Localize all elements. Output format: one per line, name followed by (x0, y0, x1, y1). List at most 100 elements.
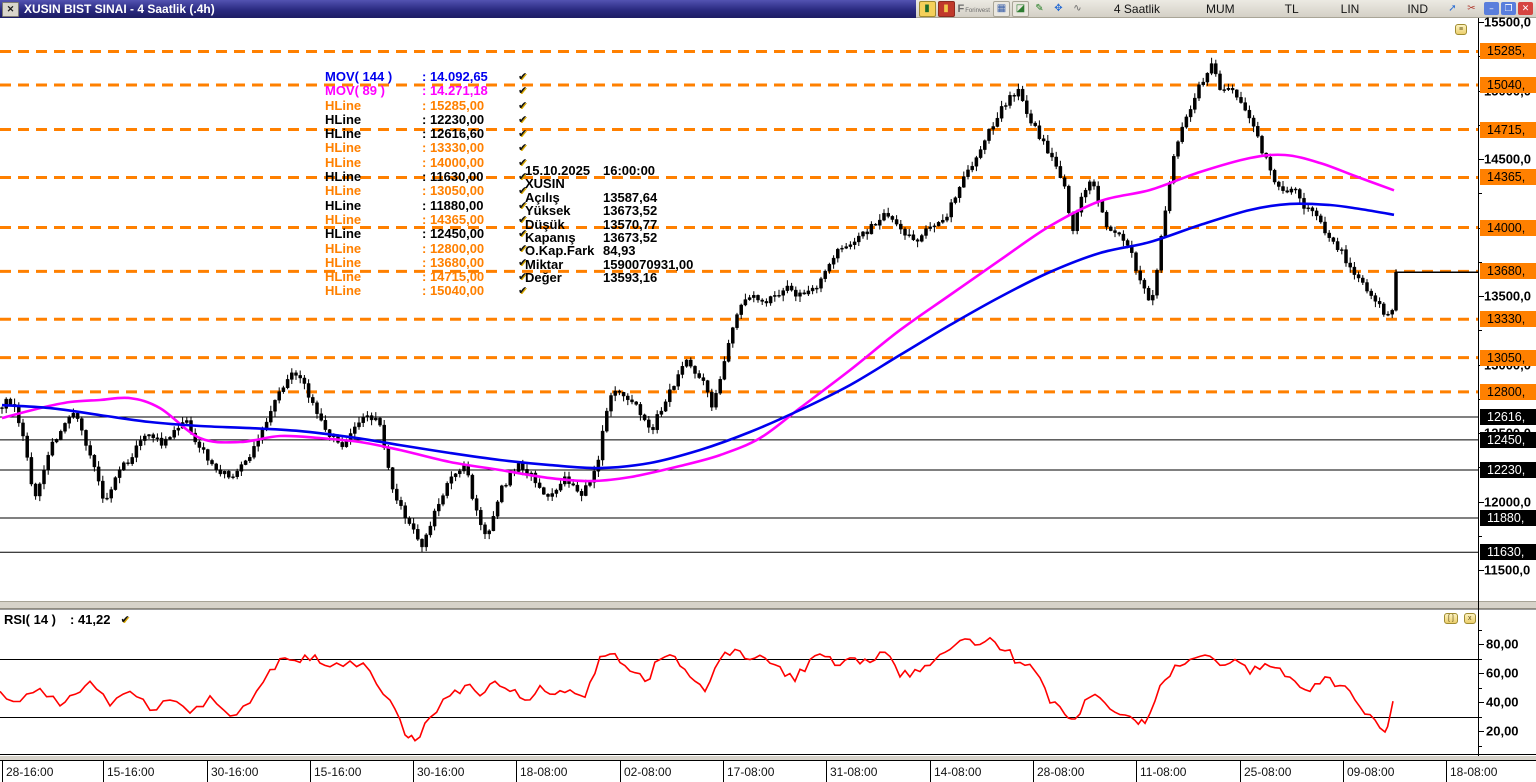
legend-check-icon[interactable]: ✔ (518, 184, 528, 198)
legend-label: HLine (325, 283, 362, 299)
wave-icon[interactable]: ∿ (1073, 2, 1082, 14)
legend-value: : 12800,00 (422, 240, 485, 256)
legend-check-icon[interactable]: ✔ (518, 270, 528, 284)
price-level-badge[interactable]: 12230, (1480, 461, 1536, 478)
time-axis-tick (826, 761, 827, 782)
price-level-badge[interactable]: 12450, (1480, 431, 1536, 448)
tools-icon[interactable]: ✂ (1467, 2, 1476, 14)
price-level-badge[interactable]: 14365, (1480, 169, 1536, 186)
time-axis-label: 11-08:00 (1140, 765, 1187, 779)
toolbar-button-tl[interactable]: TL (1284, 1, 1299, 16)
price-level-badge[interactable]: 11880, (1480, 509, 1536, 526)
price-level-badge[interactable]: 11630, (1480, 544, 1536, 561)
quote-red-icon[interactable]: ▮ (937, 0, 955, 17)
time-axis-label: 14-08:00 (934, 765, 982, 779)
rsi-label: RSI( 14 ) (4, 612, 57, 627)
price-level-badge[interactable]: 14715, (1480, 121, 1536, 138)
toolbar-button-lin[interactable]: LIN (1340, 1, 1360, 16)
restore-button[interactable]: ❐ (1501, 2, 1516, 15)
legend-row: HLine: 13330,00 ✔ (325, 140, 528, 156)
info-value: 13673,52 (603, 230, 658, 246)
rsi-check-icon[interactable]: ✔ (120, 613, 130, 626)
legend-check-icon[interactable]: ✔ (518, 84, 528, 98)
legend-row: HLine : 15040,00 ✔ (325, 283, 528, 299)
legend-row: HLine: 12230,00 ✔ (325, 112, 528, 127)
info-date-row: 15.10.2025 16:00:00 (525, 163, 693, 178)
legend-check-icon[interactable]: ✔ (518, 227, 528, 241)
legend-value: : 12450,00 (422, 226, 485, 242)
legend-check-icon[interactable]: ✔ (518, 255, 528, 269)
rsi-close-button[interactable]: x (1464, 613, 1476, 624)
legend-row: HLine: 12616,60 ✔ (325, 126, 528, 141)
legend-check-icon[interactable]: ✔ (518, 70, 528, 83)
legend-row: MOV( 144 ): 14.092,65 ✔ (325, 69, 528, 84)
area-chart-icon[interactable]: ◪ (1011, 0, 1029, 17)
time-axis-tick (2, 761, 3, 782)
mov144-line[interactable] (1, 202, 1395, 470)
toolbar-button-4-saatlik[interactable]: 4 Saatlik (1113, 1, 1160, 16)
legend-check-icon[interactable]: ✔ (518, 141, 528, 155)
info-value: 84,93 (603, 243, 636, 259)
rsi-panel[interactable]: RSI( 14 ) : 41,22 ✔ [ ] x (0, 609, 1536, 755)
legend-check-icon[interactable]: ✔ (518, 127, 528, 141)
info-row: Miktar 1590070931,00 (525, 256, 694, 272)
panel-splitter[interactable] (0, 601, 1536, 609)
send-arrow-icon[interactable]: ➚ (1448, 2, 1457, 14)
window-close-icon[interactable]: ✕ (2, 1, 19, 17)
legend-check-icon[interactable]: ✔ (518, 198, 528, 212)
time-axis-tick (1343, 761, 1344, 782)
price-level-badge[interactable]: 12616, (1480, 409, 1536, 426)
legend-check-icon[interactable]: ✔ (518, 241, 528, 255)
price-level-badge[interactable]: 12800, (1480, 383, 1536, 400)
rsi-axis-label: 60,00 (1486, 665, 1519, 681)
panel-menu-button[interactable]: ≡ (1455, 24, 1468, 35)
legend-label: HLine (325, 211, 362, 227)
time-axis-label: 25-08:00 (1244, 765, 1292, 779)
legend-check-icon[interactable]: ✔ (518, 284, 528, 298)
info-value: 13587,64 (603, 189, 658, 205)
legend-check-icon[interactable]: ✔ (518, 112, 528, 126)
legend-label: HLine (325, 169, 362, 185)
rsi-axis-tick (1478, 745, 1482, 747)
grid-icon[interactable]: ▦ (992, 0, 1010, 17)
panel-splitter-bottom[interactable] (0, 756, 1536, 760)
info-value: 1590070931,00 (603, 256, 694, 272)
legend-check-icon[interactable]: ✔ (518, 155, 528, 169)
title-bar: ✕ XUSIN BIST SINAI - 4 Saatlik (.4h) (0, 0, 916, 18)
legend-value: : 15040,00 (422, 283, 485, 299)
time-axis-tick (930, 761, 931, 782)
info-symbol-row: XUSIN (525, 177, 693, 191)
legend-check-icon[interactable]: ✔ (518, 212, 528, 226)
time-axis-tick (1446, 761, 1447, 782)
price-chart[interactable] (0, 18, 1478, 601)
time-axis[interactable]: 28-16:00 15-16:00 30-16:00 15-16:00 30-16:00… (0, 760, 1536, 782)
move-icon[interactable]: ✥ (1054, 2, 1063, 14)
close-button[interactable]: ✕ (1518, 2, 1533, 15)
time-axis-label: 30-16:00 (417, 765, 465, 779)
toolbar-button-mum[interactable]: MUM (1205, 1, 1235, 16)
time-axis-label: 15-16:00 (314, 765, 362, 779)
price-level-badge[interactable]: 15285, (1480, 43, 1536, 60)
price-level-badge[interactable]: 13050, (1480, 349, 1536, 366)
legend-value: : 11630,00 (422, 169, 484, 185)
info-value: 13570,77 (603, 216, 658, 232)
mov89-line[interactable] (1, 153, 1395, 483)
minimize-button[interactable]: – (1484, 2, 1499, 15)
info-date: 15.10.2025 (525, 163, 591, 178)
price-panel[interactable]: MOV( 144 ): 14.092,65 ✔ MOV( 89 ): 14.271,… (0, 18, 1536, 601)
rsi-chart[interactable] (0, 610, 1478, 754)
price-axis-label: 12000,0 (1484, 494, 1531, 509)
pencil-icon[interactable]: ✎ (1035, 2, 1044, 14)
candles-gold-icon[interactable]: ▮ (918, 0, 936, 17)
price-level-badge[interactable]: 15040, (1480, 77, 1536, 94)
legend-label: HLine (325, 140, 362, 156)
legend-check-icon[interactable]: ✔ (518, 170, 528, 184)
toolbar-button-ind[interactable]: IND (1407, 1, 1428, 16)
price-level-badge[interactable]: 13330, (1480, 311, 1536, 328)
price-level-badge[interactable]: 13680, (1480, 263, 1536, 280)
price-axis-tick (1478, 570, 1484, 571)
legend-row: HLine: 12450,00 ✔ (325, 226, 528, 242)
price-level-badge[interactable]: 14000, (1480, 219, 1536, 236)
legend-check-icon[interactable]: ✔ (518, 98, 528, 112)
rsi-expand-button[interactable]: [ ] (1444, 613, 1458, 624)
